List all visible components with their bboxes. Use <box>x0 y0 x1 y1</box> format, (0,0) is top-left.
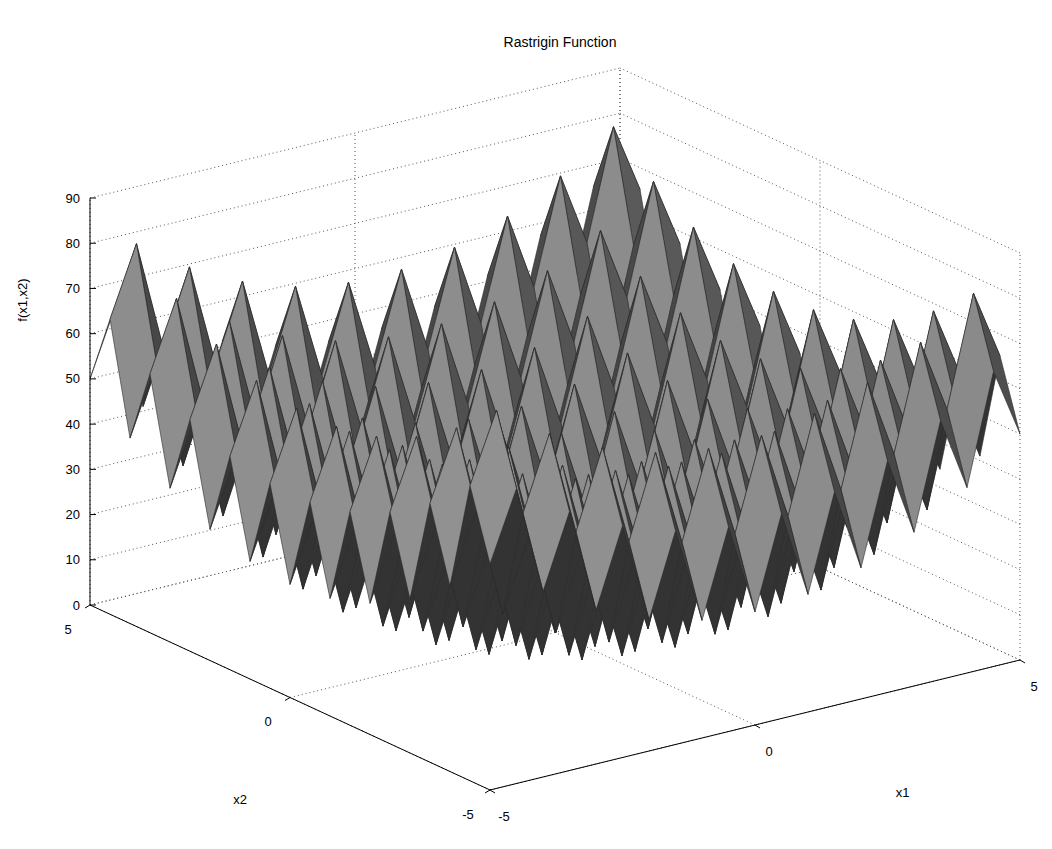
svg-text:0: 0 <box>73 598 80 613</box>
svg-text:5: 5 <box>1030 679 1037 694</box>
svg-text:0: 0 <box>264 714 271 729</box>
svg-text:0: 0 <box>765 744 772 759</box>
svg-text:f(x1,x2): f(x1,x2) <box>15 278 30 321</box>
svg-text:10: 10 <box>66 552 80 567</box>
svg-text:-5: -5 <box>462 807 474 822</box>
svg-text:60: 60 <box>66 326 80 341</box>
svg-text:30: 30 <box>66 462 80 477</box>
svg-text:50: 50 <box>66 371 80 386</box>
svg-text:20: 20 <box>66 507 80 522</box>
svg-text:90: 90 <box>66 191 80 206</box>
svg-text:-5: -5 <box>498 809 510 824</box>
svg-text:80: 80 <box>66 236 80 251</box>
svg-text:40: 40 <box>66 417 80 432</box>
svg-text:x1: x1 <box>896 785 910 800</box>
svg-text:70: 70 <box>66 281 80 296</box>
svg-text:5: 5 <box>64 622 71 637</box>
svg-text:x2: x2 <box>233 792 247 807</box>
svg-text:Rastrigin Function: Rastrigin Function <box>504 34 617 50</box>
